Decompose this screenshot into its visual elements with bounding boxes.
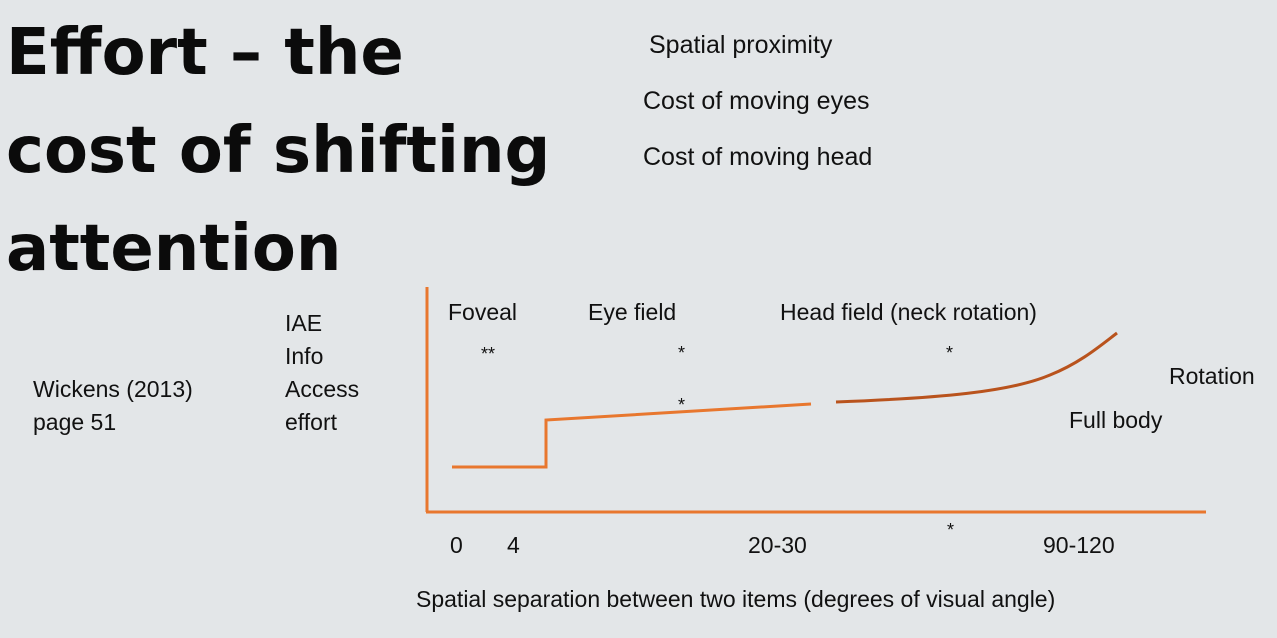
x-tick-4: 4	[507, 532, 520, 558]
effort-curve-head	[835, 331, 1118, 404]
title-line-2: cost of shifting	[6, 114, 551, 188]
star-foveal: **	[481, 344, 496, 364]
star-head-field: *	[946, 343, 954, 363]
x-tick-90-120: 90-120	[1043, 532, 1115, 558]
x-tick-20-30: 20-30	[748, 532, 807, 558]
x-tick-0: 0	[450, 532, 463, 558]
title-line-3: attention	[6, 212, 342, 286]
region-label-foveal: Foveal	[448, 299, 518, 325]
region-label-full-body: Full body	[1069, 407, 1163, 433]
x-axis-label: Spatial separation between two items (de…	[416, 586, 1056, 612]
star-axis: *	[947, 520, 955, 540]
bullet-cost-moving-head: Cost of moving head	[643, 143, 873, 171]
y-axis-label: IAE Info Access effort	[285, 307, 359, 439]
slide-title: Effort – the cost of shifting attention	[6, 4, 550, 298]
effort-curve-foveal-eye	[452, 402, 812, 469]
citation: Wickens (2013) page 51	[33, 373, 193, 439]
region-label-head-field: Head field (neck rotation)	[780, 299, 1037, 325]
citation-page: page 51	[33, 409, 117, 435]
y-axis-label-line-2: Info	[285, 343, 324, 369]
y-axis-label-line-3: Access	[285, 376, 360, 402]
y-axis-label-line-4: effort	[285, 409, 337, 435]
title-line-1: Effort – the	[6, 16, 404, 90]
region-label-rotation: Rotation	[1169, 363, 1255, 389]
star-eye-field: *	[678, 343, 686, 363]
star-eye-line: *	[678, 395, 686, 415]
y-axis-label-line-1: IAE	[285, 310, 323, 336]
region-label-eye-field: Eye field	[588, 299, 677, 325]
bullet-cost-moving-eyes: Cost of moving eyes	[643, 87, 870, 115]
bullet-spatial-proximity: Spatial proximity	[649, 31, 833, 59]
citation-author: Wickens (2013)	[33, 376, 193, 402]
